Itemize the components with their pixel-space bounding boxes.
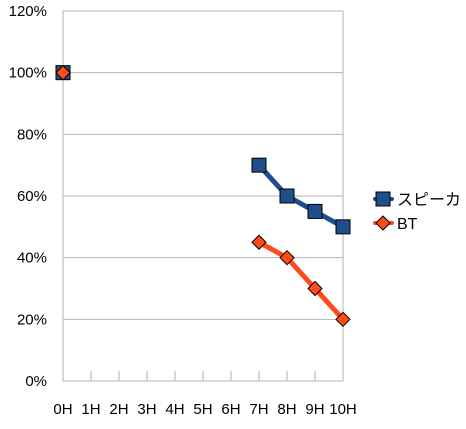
data-point <box>279 249 295 266</box>
x-tick-label: 1H <box>81 401 100 418</box>
y-tick-label: 20% <box>17 311 47 328</box>
tick-labels: 0% 20% 40% 60% 80% 100% 120% 0H 1H 2H 3H 4H 5H 6H 7H 8H… <box>9 3 357 418</box>
x-tick-label: 0H <box>53 401 72 418</box>
y-tick-label: 60% <box>17 188 47 205</box>
x-tick-label: 2H <box>109 401 128 418</box>
x-tick-label: 5H <box>193 401 212 418</box>
data-point <box>251 234 267 250</box>
data-point <box>307 280 323 297</box>
x-tick-label: 10H <box>329 401 357 418</box>
data-point <box>55 64 71 81</box>
legend-marker <box>375 191 391 207</box>
data-point <box>307 203 323 219</box>
x-tick-label: 7H <box>249 401 268 418</box>
series-2 <box>55 64 351 328</box>
data-point <box>279 188 295 204</box>
legend: スピーカ BT <box>373 191 461 233</box>
legend-label: スピーカ <box>397 192 461 209</box>
y-tick-label: 120% <box>9 3 47 20</box>
legend-item-1: スピーカ <box>373 191 461 209</box>
data-point <box>335 219 351 235</box>
series-line <box>256 239 346 322</box>
axis-layer <box>62 371 344 381</box>
series-line <box>256 162 346 230</box>
y-tick-label: 80% <box>17 126 47 143</box>
x-tick-label: 3H <box>137 401 156 418</box>
y-tick-label: 100% <box>9 65 47 82</box>
legend-marker <box>375 215 391 231</box>
legend-label: BT <box>397 216 418 233</box>
legend-item-2: BT <box>373 215 418 233</box>
y-tick-label: 0% <box>25 373 47 390</box>
x-tick-label: 6H <box>221 401 240 418</box>
grid-layer <box>62 10 344 382</box>
y-tick-label: 40% <box>17 250 47 267</box>
x-tick-label: 9H <box>305 401 324 418</box>
data-point <box>251 157 267 173</box>
data-point <box>335 311 351 328</box>
series-layer <box>55 64 351 328</box>
x-tick-label: 4H <box>165 401 184 418</box>
x-tick-label: 8H <box>277 401 296 418</box>
